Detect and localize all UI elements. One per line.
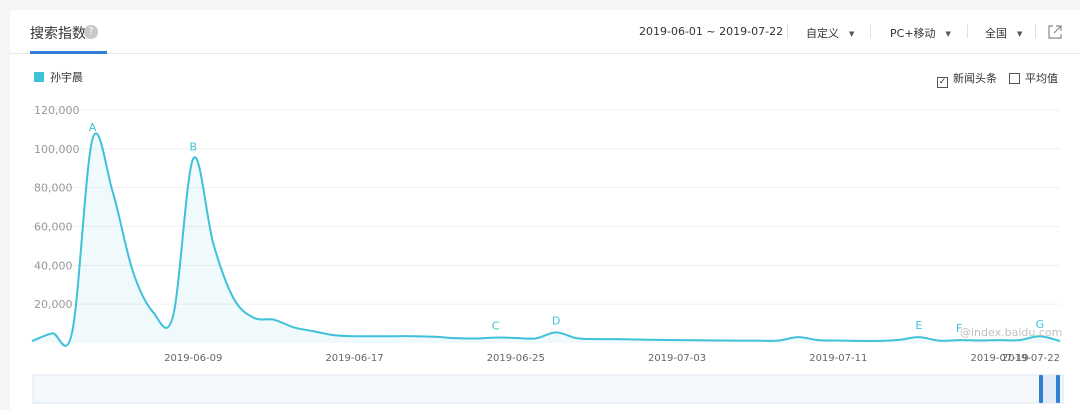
divider <box>967 24 968 38</box>
event-marker-c[interactable]: C <box>492 320 500 333</box>
divider <box>787 24 788 38</box>
x-tick-label: 2019-06-09 <box>164 353 222 364</box>
legend-swatch <box>34 72 44 82</box>
panel-header: 搜索指数 ? 2019-06-01 ~ 2019-07-22 自定义 ▼ PC+移… <box>10 10 1080 54</box>
navigator-right-handle[interactable] <box>1056 375 1060 403</box>
time-navigator[interactable] <box>32 374 1064 404</box>
navigator-selection[interactable] <box>1040 375 1060 403</box>
region-dropdown[interactable]: 全国 ▼ <box>985 25 1022 41</box>
news-headlines-checkbox[interactable]: ✓ 新闻头条 <box>937 70 997 88</box>
caret-down-icon: ▼ <box>945 30 951 38</box>
y-tick-label: 40,000 <box>34 259 73 272</box>
event-marker-d[interactable]: D <box>552 314 560 327</box>
event-marker-e[interactable]: E <box>915 319 922 332</box>
divider <box>1035 24 1036 38</box>
panel-title: 搜索指数 <box>30 26 86 42</box>
active-tab-underline <box>30 51 107 54</box>
search-index-panel: 搜索指数 ? 2019-06-01 ~ 2019-07-22 自定义 ▼ PC+移… <box>10 10 1080 410</box>
series-area <box>32 133 1060 346</box>
watermark: @index.baidu.com <box>960 326 1062 339</box>
legend-label: 孙宇晨 <box>50 71 83 84</box>
series-legend[interactable]: 孙宇晨 <box>34 69 83 85</box>
x-tick-label: 2019-07-19 <box>970 353 1028 364</box>
question-circle-icon[interactable]: ? <box>84 25 98 39</box>
mode-label: 自定义 <box>806 27 839 40</box>
checkbox-unchecked-icon <box>1009 73 1020 84</box>
x-tick-label: 2019-07-03 <box>648 353 706 364</box>
x-tick-label: 2019-07-22 <box>1002 353 1060 364</box>
y-tick-label: 60,000 <box>34 221 73 234</box>
event-marker-b[interactable]: B <box>189 141 197 154</box>
date-range-selector[interactable]: 2019-06-01 ~ 2019-07-22 <box>639 25 783 38</box>
series-line <box>31 132 1061 347</box>
navigator-left-handle[interactable] <box>1039 375 1043 403</box>
news-label: 新闻头条 <box>953 72 997 85</box>
caret-down-icon: ▼ <box>849 30 855 38</box>
average-checkbox[interactable]: 平均值 <box>1009 70 1058 86</box>
mode-dropdown[interactable]: 自定义 ▼ <box>806 25 854 41</box>
x-tick-label: 2019-06-25 <box>487 353 545 364</box>
date-range-text: 2019-06-01 ~ 2019-07-22 <box>639 25 784 38</box>
region-label: 全国 <box>985 27 1007 40</box>
divider <box>870 24 871 38</box>
event-marker-g[interactable]: G <box>1036 318 1045 331</box>
device-dropdown[interactable]: PC+移动 ▼ <box>890 25 951 41</box>
event-marker-a[interactable]: A <box>89 121 97 134</box>
y-tick-label: 20,000 <box>34 298 73 311</box>
y-tick-label: 120,000 <box>34 104 80 117</box>
search-index-chart: 120,000 100,000 80,000 60,000 40,000 20,000 A… <box>31 104 1064 404</box>
average-label: 平均值 <box>1025 72 1058 85</box>
external-link-icon[interactable] <box>1047 24 1063 40</box>
x-tick-label: 2019-07-11 <box>809 353 867 364</box>
y-tick-label: 80,000 <box>34 182 73 195</box>
caret-down-icon: ▼ <box>1017 30 1023 38</box>
checkbox-checked-icon: ✓ <box>937 77 948 88</box>
event-marker-f[interactable]: F <box>956 322 962 335</box>
y-tick-label: 100,000 <box>34 143 80 156</box>
x-tick-label: 2019-06-17 <box>325 353 383 364</box>
device-label: PC+移动 <box>890 27 936 40</box>
